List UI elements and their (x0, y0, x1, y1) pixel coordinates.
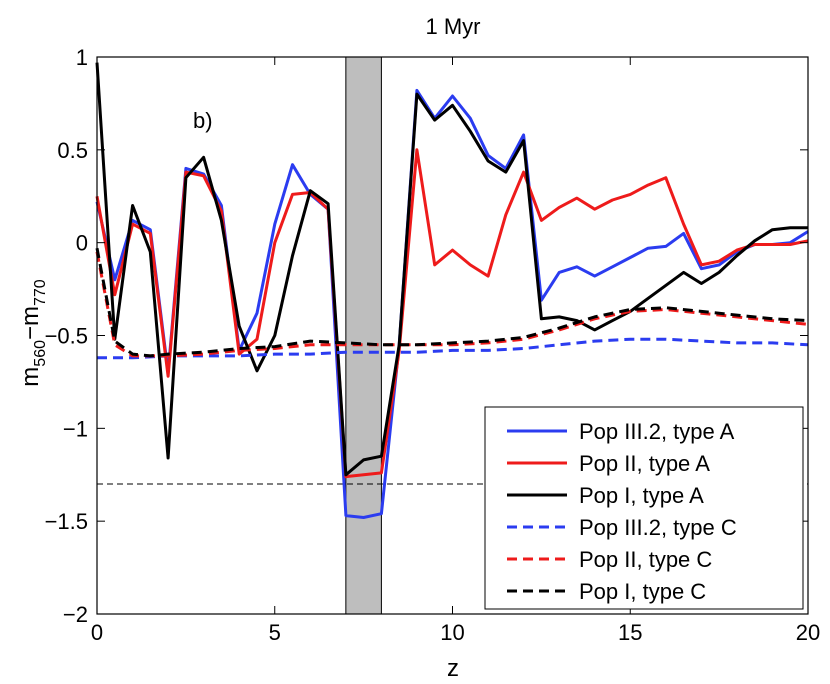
chart-title: 1 Myr (426, 14, 481, 39)
y-label-main: m (17, 367, 44, 387)
y-tick-label: 1 (76, 45, 88, 70)
series-line-5 (95, 247, 809, 358)
y-tick-label: −0.5 (45, 324, 88, 349)
legend-label-4: Pop II, type C (579, 547, 712, 572)
x-tick-label: 5 (269, 620, 281, 645)
x-axis-label: z (447, 655, 459, 682)
legend-label-3: Pop III.2, type C (579, 515, 737, 540)
legend: Pop III.2, type A Pop II, type A Pop I, ty… (484, 406, 804, 610)
x-tick-label: 0 (91, 620, 103, 645)
legend-label-2: Pop I, type A (579, 483, 704, 508)
legend-label-5: Pop I, type C (579, 579, 706, 604)
legend-label-1: Pop II, type A (579, 451, 710, 476)
y-tick-label: −1.5 (45, 509, 88, 534)
shaded-band-layer (345, 56, 382, 615)
series-line-3 (97, 337, 809, 360)
x-tick-label: 15 (618, 620, 642, 645)
legend-label-0: Pop III.2, type A (579, 419, 735, 444)
y-label-sub1: 560 (32, 340, 49, 367)
y-tick-label: −2 (63, 602, 88, 627)
x-tick-label: 10 (440, 620, 464, 645)
tick-layer: 0 5 10 15 20 −2 −1.5 −1 −0.5 0 0.5 1 (45, 45, 821, 645)
series-layer (95, 62, 809, 519)
y-axis-label: m560−m770 (17, 279, 49, 387)
shaded-band (345, 56, 382, 615)
y-label-sub2: 770 (32, 279, 49, 306)
panel-annotation: b) (193, 108, 213, 133)
x-tick-label: 20 (796, 620, 820, 645)
y-tick-label: 0 (76, 231, 88, 256)
legend-box (484, 406, 804, 610)
y-label-dash: −m (17, 306, 44, 340)
y-tick-label: 0.5 (57, 138, 88, 163)
series-line-2 (95, 62, 808, 477)
y-tick-label: −1 (63, 416, 88, 441)
